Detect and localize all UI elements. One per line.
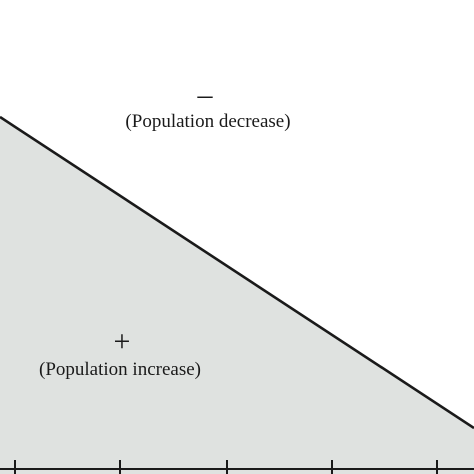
x-axis (0, 460, 474, 474)
minus-sign: – (197, 78, 214, 111)
population-increase-region (0, 117, 474, 474)
plus-sign: + (114, 325, 131, 358)
population-decrease-label: (Population decrease) (125, 111, 290, 132)
zero-growth-boundary-line (0, 115, 474, 430)
population-increase-label: (Population increase) (39, 359, 201, 380)
